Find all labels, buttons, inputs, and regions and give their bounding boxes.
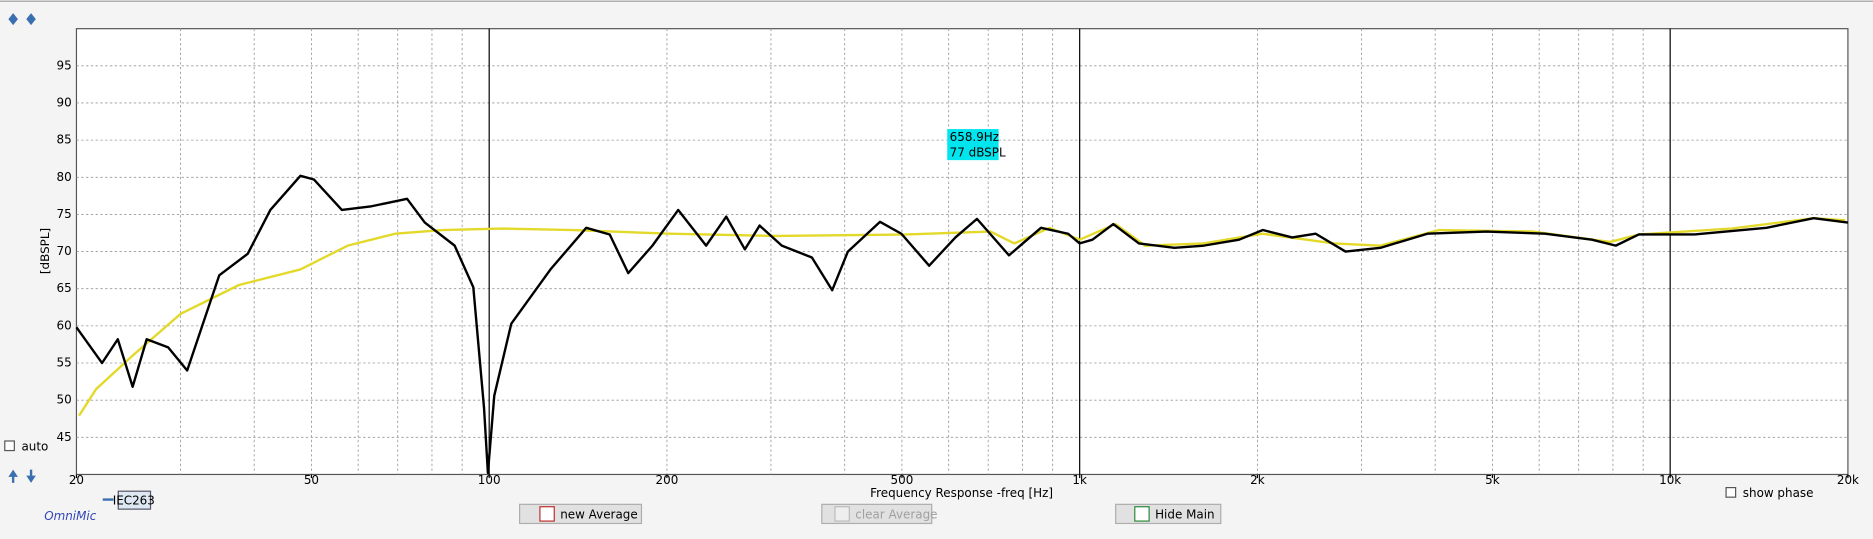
y-tick-label: 75 [56, 207, 71, 221]
y-tick-label: 50 [56, 393, 71, 407]
hide-main-button[interactable]: Hide Main [1115, 503, 1222, 525]
x-tick-label: 200 [656, 473, 679, 487]
x-tick-label: 1k [1072, 473, 1087, 487]
y-axis-title: [dBSPL] [38, 228, 52, 274]
x-tick-label: 20 [69, 473, 84, 487]
y-tick-label: 60 [56, 318, 71, 332]
brand: OmniMic [44, 509, 97, 523]
y-tick-label: 45 [56, 430, 71, 444]
x-tick-label: 2k [1250, 473, 1265, 487]
button-label[interactable]: clear Average [855, 508, 937, 522]
y-tick-label: 95 [56, 58, 71, 72]
button-icon [834, 506, 850, 522]
y-tick-label: 85 [56, 133, 71, 147]
show-phase-label[interactable]: show phase [1743, 486, 1814, 500]
y-tick-label: 55 [56, 356, 71, 370]
button-label[interactable]: new Average [560, 508, 637, 522]
x-tick-label: 500 [891, 473, 914, 487]
cursor-freq: 658.9Hz [950, 130, 999, 144]
x-tick-label: 50 [304, 473, 319, 487]
cursor-readout: 658.9Hz 77 dBSPL [947, 129, 1006, 161]
series-line [75, 174, 1849, 475]
button-label[interactable]: Hide Main [1155, 508, 1215, 522]
y-tick-label: 90 [56, 95, 71, 109]
y-tick-label: 80 [56, 170, 71, 184]
x-tick-label: 20k [1837, 473, 1859, 487]
cursor-level: 77 dBSPL [950, 145, 1006, 159]
y-tick-label: 65 [56, 281, 71, 295]
zoom-icons[interactable] [8, 13, 36, 26]
button-icon [1134, 506, 1150, 522]
series-line [78, 216, 1846, 417]
y-tick-label: 70 [56, 244, 71, 258]
x-tick-label: 5k [1485, 473, 1500, 487]
mic-box[interactable] [117, 490, 152, 510]
mic-label[interactable]: IEC263 [113, 493, 155, 507]
show-phase-checkbox[interactable] [1725, 487, 1737, 498]
zoom-icon[interactable] [8, 13, 36, 26]
x-axis-title: Frequency Response -freq [Hz] [870, 486, 1053, 500]
clear-average-button[interactable]: clear Average [821, 503, 938, 525]
button-icon [539, 506, 555, 522]
scroll-arrows[interactable] [8, 469, 36, 483]
x-tick-label: 10k [1659, 473, 1681, 487]
new-average-button[interactable]: new Average [519, 503, 643, 525]
auto-label[interactable]: auto [22, 439, 49, 453]
auto-checkbox[interactable] [4, 440, 15, 452]
cursor-box [947, 129, 999, 161]
x-tick-label: 100 [478, 473, 501, 487]
